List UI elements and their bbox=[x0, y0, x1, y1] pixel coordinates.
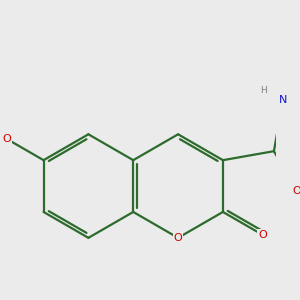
Text: H: H bbox=[260, 86, 267, 95]
Text: N: N bbox=[279, 95, 287, 105]
Text: O: O bbox=[292, 186, 300, 196]
Text: O: O bbox=[2, 134, 11, 144]
Text: O: O bbox=[258, 230, 267, 240]
Text: O: O bbox=[174, 233, 182, 243]
